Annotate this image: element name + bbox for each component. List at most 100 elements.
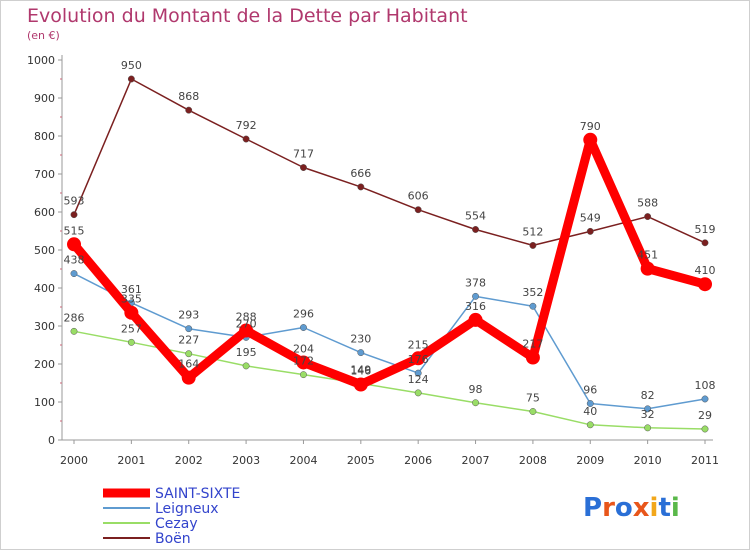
data-label-cezay: 257 xyxy=(121,322,142,335)
point-bo-n xyxy=(127,75,135,83)
point-bo-n xyxy=(644,213,652,221)
point-leigneux xyxy=(701,395,709,403)
x-tick-label: 2007 xyxy=(462,454,490,467)
data-label-leigneux: 96 xyxy=(583,384,597,397)
point-leigneux xyxy=(185,325,193,333)
point-saint-sixte xyxy=(181,370,196,385)
point-cezay xyxy=(242,362,250,370)
point-bo-n xyxy=(586,227,594,235)
point-saint-sixte xyxy=(468,312,483,327)
data-label-cezay: 98 xyxy=(469,383,483,396)
data-label-bo-n: 717 xyxy=(293,148,314,161)
data-label-cezay: 29 xyxy=(698,409,712,422)
y-tick-label: 900 xyxy=(34,92,55,105)
series-line-cezay xyxy=(73,330,706,430)
x-tick-label: 2006 xyxy=(404,454,432,467)
point-saint-sixte xyxy=(67,237,81,252)
data-label-leigneux: 378 xyxy=(465,276,486,289)
y-tick-label: 0 xyxy=(48,434,55,447)
y-tick-label: 1000 xyxy=(27,54,55,67)
legend-label-bo-n: Boën xyxy=(155,531,191,547)
data-label-cezay: 172 xyxy=(293,355,314,368)
point-cezay xyxy=(185,350,193,358)
x-tick-label: 2002 xyxy=(175,454,203,467)
data-label-saint-sixte: 410 xyxy=(695,264,716,277)
data-label-saint-sixte: 451 xyxy=(637,249,658,262)
legend-label-saint-sixte: SAINT-SIXTE xyxy=(155,486,240,502)
point-saint-sixte xyxy=(124,305,139,320)
data-label-cezay: 149 xyxy=(350,363,371,376)
data-label-bo-n: 792 xyxy=(236,119,257,132)
series-line-leigneux xyxy=(73,272,706,410)
point-saint-sixte xyxy=(525,350,540,365)
y-tick-label: 700 xyxy=(34,168,55,181)
data-label-cezay: 195 xyxy=(236,346,257,359)
data-label-cezay: 124 xyxy=(408,373,429,386)
y-tick-label: 300 xyxy=(34,320,55,333)
point-leigneux xyxy=(414,369,422,377)
point-bo-n xyxy=(300,164,307,171)
point-leigneux xyxy=(529,302,537,310)
legend-label-cezay: Cezay xyxy=(155,516,198,532)
point-leigneux xyxy=(586,400,594,407)
data-label-leigneux: 352 xyxy=(522,286,543,299)
series-line-saint-sixte xyxy=(69,135,710,389)
point-leigneux xyxy=(472,292,479,300)
x-tick-label: 2008 xyxy=(519,454,547,467)
point-cezay xyxy=(70,327,78,335)
data-label-bo-n: 593 xyxy=(64,195,85,208)
chart-title: Evolution du Montant de la Dette par Hab… xyxy=(27,5,468,27)
point-leigneux xyxy=(70,270,78,278)
data-label-bo-n: 512 xyxy=(522,225,543,238)
point-saint-sixte xyxy=(411,351,426,366)
axes: 0 100 200 300 400 500 600 700 800 900 1000 2000 2001… xyxy=(27,54,719,467)
data-label-bo-n: 588 xyxy=(637,197,658,210)
data-label-saint-sixte: 790 xyxy=(580,120,601,133)
point-cezay xyxy=(414,389,422,397)
point-bo-n xyxy=(414,206,422,214)
data-label-leigneux: 230 xyxy=(350,333,371,346)
data-label-saint-sixte: 316 xyxy=(465,300,486,313)
data-label-cezay: 32 xyxy=(641,408,655,421)
point-saint-sixte xyxy=(296,355,311,370)
data-label-bo-n: 868 xyxy=(178,90,199,103)
y-tick-label: 400 xyxy=(34,282,55,295)
point-leigneux xyxy=(644,405,652,413)
point-saint-sixte xyxy=(640,261,655,276)
x-tick-label: 2011 xyxy=(691,454,719,467)
point-cezay xyxy=(300,371,307,379)
logo-text: Proxiti xyxy=(583,493,680,523)
point-saint-sixte xyxy=(698,277,712,292)
point-bo-n xyxy=(185,106,193,114)
point-bo-n xyxy=(701,239,709,247)
point-cezay xyxy=(701,425,709,433)
data-label-bo-n: 549 xyxy=(580,211,601,224)
data-label-bo-n: 606 xyxy=(408,190,429,203)
data-label-cezay: 227 xyxy=(178,334,199,347)
data-label-leigneux: 296 xyxy=(293,308,314,321)
point-leigneux xyxy=(300,324,307,331)
y-tick-label: 500 xyxy=(34,244,55,257)
data-label-bo-n: 519 xyxy=(695,223,716,236)
data-label-leigneux: 176 xyxy=(408,353,429,366)
series-layer xyxy=(67,75,712,433)
data-label-saint-sixte: 515 xyxy=(64,224,85,237)
chart-subtitle: (en €) xyxy=(27,29,60,42)
proxiti-logo: Proxiti xyxy=(583,493,680,523)
x-tick-label: 2003 xyxy=(232,454,260,467)
y-tick-label: 600 xyxy=(34,206,55,219)
data-label-leigneux: 270 xyxy=(236,317,257,330)
x-tick-label: 2009 xyxy=(576,454,604,467)
data-label-leigneux: 108 xyxy=(695,379,716,392)
data-label-saint-sixte: 164 xyxy=(178,358,199,371)
data-label-leigneux: 438 xyxy=(64,254,85,267)
point-cezay xyxy=(586,421,594,429)
data-label-leigneux: 293 xyxy=(178,309,199,322)
point-cezay xyxy=(644,424,652,432)
data-label-bo-n: 554 xyxy=(465,209,486,222)
point-leigneux xyxy=(357,349,365,357)
y-tick-label: 100 xyxy=(34,396,55,409)
point-bo-n xyxy=(472,226,479,233)
